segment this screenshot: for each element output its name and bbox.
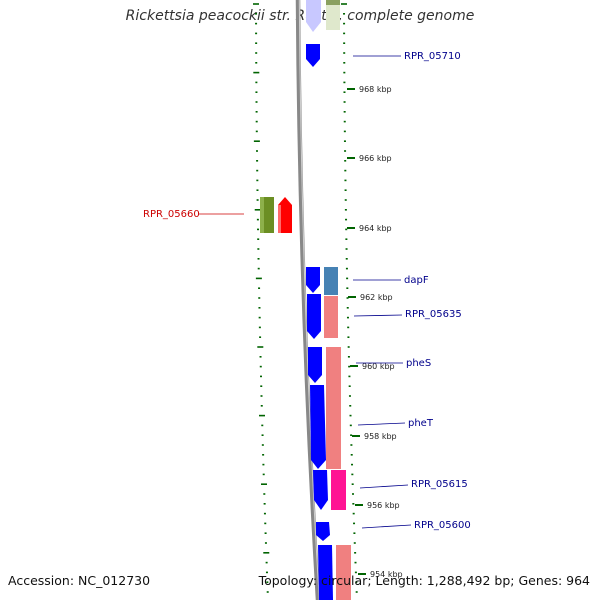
top-cog-feature-olive [326, 0, 340, 5]
gene-label-rpr-05660[interactable]: RPR_05660 [143, 209, 200, 220]
cog-salmon-feature [326, 347, 341, 469]
gene-label-phet[interactable]: pheT [408, 418, 434, 429]
scale-ticks: 968 kbp 966 kbp 964 kbp 962 kbp 960 kbp … [347, 85, 403, 579]
left-dotted-track [253, 3, 270, 593]
gene-label-rpr-05600[interactable]: RPR_05600 [414, 520, 471, 531]
cds-arrow [308, 347, 322, 383]
gene-leader-line [361, 524, 412, 529]
top-cog-feature [326, 0, 340, 30]
cds-arrow [313, 470, 328, 510]
genome-backbone-highlight [298, 0, 320, 600]
gene-label-rpr-05635[interactable]: RPR_05635 [405, 309, 462, 320]
gene-label-rpr-05615[interactable]: RPR_05615 [411, 479, 468, 490]
gene-label-rpr-05710[interactable]: RPR_05710 [404, 51, 461, 62]
genome-backbone [295, 0, 321, 600]
genome-summary-text: Topology: circular; Length: 1,288,492 bp… [258, 573, 590, 588]
reverse-cds-arrow [278, 197, 292, 233]
forward-cds-track [306, 44, 333, 600]
kbp-label: 968 kbp [359, 85, 392, 94]
cog-steel-feature [324, 267, 338, 295]
reverse-cds-arrow-shade [278, 205, 281, 233]
kbp-label: 954 kbp [370, 570, 403, 579]
gene-labels: RPR_05710 RPR_05660 dapF RPR_05635 pheS … [143, 51, 471, 531]
cds-arrow [318, 545, 333, 600]
gene-label-phes[interactable]: pheS [406, 358, 431, 369]
kbp-label: 956 kbp [367, 501, 400, 510]
left-feature-track [260, 197, 292, 233]
top-forward-cds-feature [306, 0, 321, 32]
cds-arrow [310, 385, 326, 469]
cog-magenta-feature [331, 470, 346, 510]
gene-label-dapf[interactable]: dapF [404, 275, 429, 286]
gene-leader-line [353, 314, 403, 317]
cds-arrow [306, 44, 320, 67]
right-dotted-track [341, 3, 358, 593]
cog-feature-track [324, 267, 351, 600]
cds-arrow [306, 267, 320, 293]
kbp-label: 960 kbp [362, 362, 395, 371]
cds-arrow [316, 522, 330, 541]
gene-leader-line [357, 422, 406, 426]
kbp-label: 964 kbp [359, 224, 392, 233]
kbp-label: 966 kbp [359, 154, 392, 163]
kbp-label: 962 kbp [360, 293, 393, 302]
accession-text: Accession: NC_012730 [8, 573, 151, 588]
cog-salmon-feature [336, 545, 351, 600]
cog-salmon-feature [324, 296, 338, 338]
cds-arrow [307, 294, 321, 339]
gene-leader-line [359, 484, 409, 489]
cog-olive-feature-shade [260, 197, 264, 233]
kbp-label: 958 kbp [364, 432, 397, 441]
